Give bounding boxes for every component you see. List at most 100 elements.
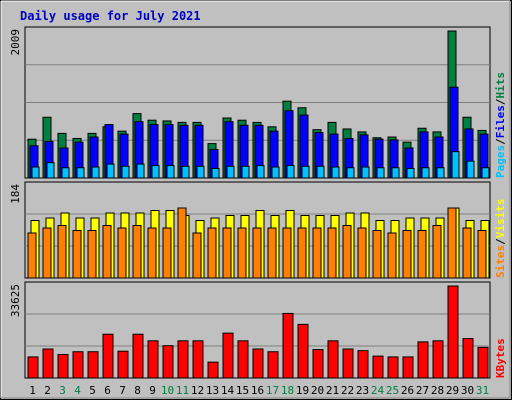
sites-bar <box>477 230 487 279</box>
sites-bar <box>102 225 112 279</box>
x-tick-label: 9 <box>149 384 156 397</box>
kbytes-bar <box>42 348 54 379</box>
kbytes-bar <box>102 333 114 379</box>
legend: Pages/Files/Hits <box>494 72 507 178</box>
kbytes-bar <box>147 340 159 379</box>
pages-bar <box>256 165 265 179</box>
legend-entry: Pages <box>494 145 507 178</box>
sites-bar <box>447 207 457 279</box>
sites-bar <box>192 232 202 279</box>
pages-bar <box>376 167 385 179</box>
x-tick-label: 19 <box>296 384 309 397</box>
kbytes-bar <box>192 340 204 379</box>
x-tick-label: 21 <box>326 384 339 397</box>
x-tick-label: 31 <box>476 384 489 397</box>
x-tick-label: 8 <box>134 384 141 397</box>
legend: Sites/Visits <box>494 199 507 279</box>
pages-bar <box>106 163 115 179</box>
kbytes-bar <box>207 361 219 379</box>
kbytes-bar <box>297 323 309 379</box>
visits-sites-panel: 184 Sites/Visits <box>9 181 507 279</box>
kbytes-bar <box>132 333 144 379</box>
pages-bar <box>121 165 130 179</box>
kbytes-bar <box>357 350 369 379</box>
pages-bar <box>76 167 85 179</box>
sites-bar <box>387 232 397 279</box>
x-tick-label: 27 <box>416 384 429 397</box>
kbytes-bar <box>57 353 69 379</box>
sites-bar <box>327 227 337 279</box>
x-tick-label: 24 <box>371 384 385 397</box>
pages-bar <box>181 165 190 179</box>
kbytes-bar <box>342 348 354 379</box>
sites-bar <box>267 227 277 279</box>
x-tick-label: 23 <box>356 384 369 397</box>
x-tick-label: 1 <box>29 384 36 397</box>
x-tick-label: 4 <box>74 384 81 397</box>
sites-bar <box>117 227 127 279</box>
pages-bar <box>166 165 175 179</box>
pages-bar <box>391 167 400 179</box>
sites-bar <box>282 227 292 279</box>
legend-entry: / <box>494 138 507 145</box>
sites-bar <box>432 225 442 279</box>
kbytes-bar <box>237 340 249 379</box>
x-tick-label: 29 <box>446 384 459 397</box>
x-tick-label: 2 <box>44 384 51 397</box>
y-max-label: 184 <box>9 184 22 204</box>
x-tick-label: 26 <box>401 384 414 397</box>
legend-entry: KBytes <box>494 338 507 378</box>
pages-bar <box>91 166 100 179</box>
x-tick-label: 12 <box>191 384 204 397</box>
pages-bar <box>451 151 460 179</box>
x-tick-label: 20 <box>311 384 324 397</box>
sites-bar <box>72 230 82 279</box>
kbytes-bar <box>162 345 174 379</box>
pages-bar <box>316 165 325 179</box>
kbytes-bar <box>417 341 429 379</box>
pages-bar <box>286 165 295 179</box>
sites-bar <box>297 227 307 279</box>
kbytes-bar <box>477 346 489 379</box>
kbytes-panel: 33625 KBytes <box>9 281 507 379</box>
kbytes-bar <box>462 338 474 379</box>
kbytes-bar <box>372 355 384 379</box>
sites-bar <box>162 227 172 279</box>
y-max-label: 33625 <box>9 284 22 317</box>
x-tick-label: 10 <box>161 384 174 397</box>
sites-bar <box>147 227 157 279</box>
x-tick-label: 5 <box>89 384 96 397</box>
kbytes-bar <box>402 356 414 379</box>
pages-bar <box>151 165 160 179</box>
pages-bar <box>211 167 220 179</box>
legend-entry: Sites <box>494 245 507 278</box>
kbytes-bar <box>72 351 84 379</box>
x-tick-label: 30 <box>461 384 474 397</box>
legend-entry: / <box>494 238 507 245</box>
x-tick-label: 28 <box>431 384 444 397</box>
x-tick-label: 16 <box>251 384 264 397</box>
pages-bar <box>196 165 205 179</box>
x-tick-label: 22 <box>341 384 354 397</box>
x-axis: 1 2 3 4 5 6 7 8 9 10 11 12 13 14 15 16 17 18 19 20 21 22 23 24 2… <box>29 384 489 397</box>
x-tick-label: 18 <box>281 384 294 397</box>
kbytes-bar <box>27 356 39 379</box>
sites-bar <box>87 230 97 279</box>
kbytes-bar <box>222 332 234 379</box>
sites-bar <box>177 207 187 279</box>
legend-entry: Hits <box>494 72 507 99</box>
kbytes-bar <box>327 340 339 379</box>
pages-bar <box>331 166 340 179</box>
pages-bar <box>436 167 445 179</box>
kbytes-bar <box>117 350 129 379</box>
kbytes-bar <box>447 285 459 379</box>
sites-bar <box>207 227 217 279</box>
pages-bar <box>406 167 415 179</box>
kbytes-bar <box>177 340 189 379</box>
pages-bar <box>361 166 370 179</box>
pages-bar <box>481 167 490 179</box>
pages-bar <box>271 166 280 179</box>
